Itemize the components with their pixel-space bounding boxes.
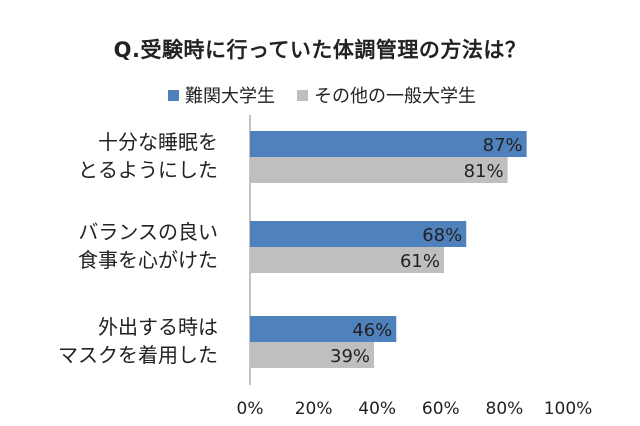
legend: 難関大学生 その他の一般大学生 [168, 82, 498, 108]
data-label-series-2-cat-1: 81% [464, 161, 504, 182]
category-label-1-line-2: とるようにした [78, 158, 218, 182]
category-label-1-line-1: 十分な睡眠を [98, 130, 218, 154]
bar-series-2-cat-2 [250, 247, 444, 273]
legend-label-series-1: 難関大学生 [185, 86, 275, 107]
chart-title: Q.受験時に行っていた体調管理の方法は？ [113, 38, 527, 62]
data-label-series-1-cat-3: 46% [352, 320, 392, 341]
x-tick-label-4: 80% [486, 399, 524, 419]
data-label-series-1-cat-1: 87% [483, 135, 523, 156]
legend-swatch-series-2 [297, 89, 308, 101]
bar-series-2-cat-3 [250, 342, 375, 368]
data-label-series-2-cat-3: 39% [330, 346, 370, 367]
bar-series-2-cat-1 [250, 157, 508, 183]
legend-label-series-2: その他の一般大学生 [314, 86, 476, 107]
x-tick-label-5: 100% [544, 399, 593, 419]
data-label-series-1-cat-2: 68% [422, 225, 462, 246]
data-label-series-2-cat-2: 61% [400, 251, 440, 272]
x-tick-label-2: 40% [358, 399, 396, 419]
bar-series-1-cat-3 [250, 316, 397, 342]
x-tick-label-0: 0% [237, 399, 264, 419]
x-tick-label-1: 20% [295, 399, 333, 419]
category-label-3-line-2: マスクを着用した [58, 343, 218, 367]
category-label-3-line-1: 外出する時は [98, 315, 218, 339]
legend-item-series-2: その他の一般大学生 [297, 82, 476, 108]
legend-item-series-1: 難関大学生 [168, 82, 275, 108]
x-tick-label-3: 60% [422, 399, 460, 419]
bar-series-1-cat-2 [250, 221, 467, 247]
category-label-2-line-2: 食事を心がけた [78, 248, 218, 272]
bar-series-1-cat-1 [250, 131, 527, 157]
category-label-2-line-1: バランスの良い [78, 220, 218, 244]
legend-swatch-series-1 [168, 89, 179, 101]
